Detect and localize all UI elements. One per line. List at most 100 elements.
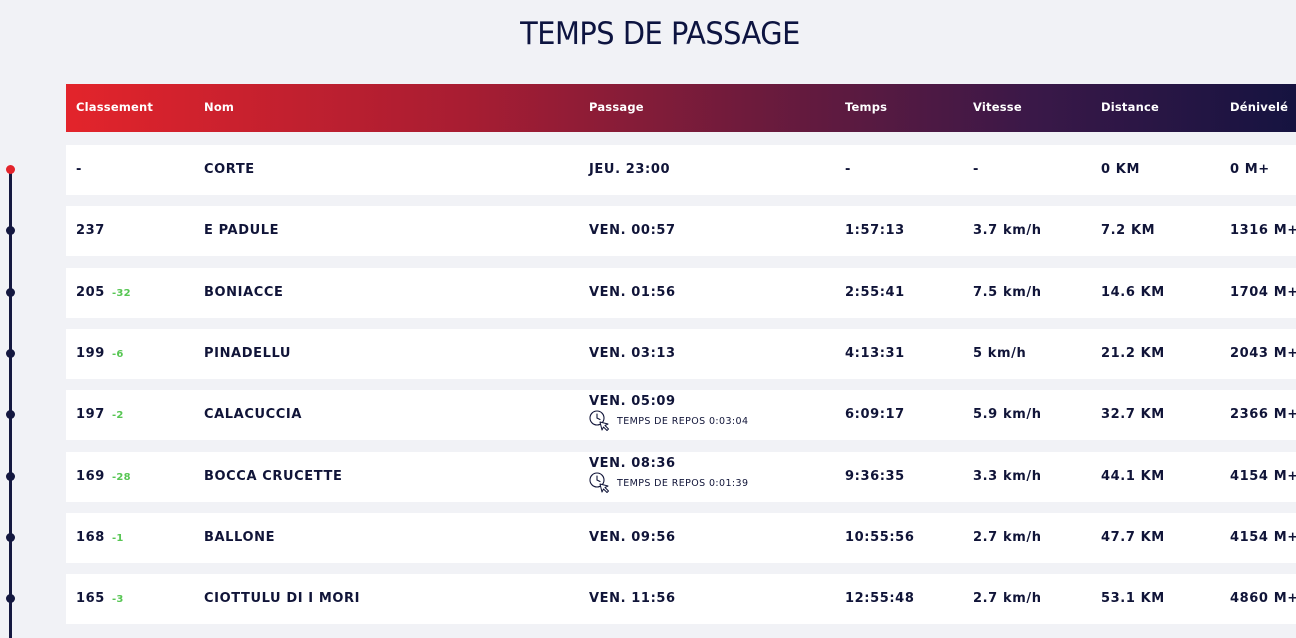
elapsed-time: 9:36:35 [845, 469, 905, 484]
rank-delta: -28 [111, 472, 131, 483]
distance-value: 21.2 KM [1101, 346, 1165, 361]
timeline-line [9, 168, 12, 638]
rank-cell: 197 -2 [76, 407, 124, 422]
checkpoint-name[interactable]: PINADELLU [204, 346, 292, 361]
rank-cell: 205 -32 [76, 285, 131, 300]
timeline-dot [6, 410, 15, 419]
checkpoint-name[interactable]: BALLONE [204, 530, 276, 545]
elapsed-time: 12:55:48 [845, 591, 915, 606]
elapsed-time: 10:55:56 [845, 530, 915, 545]
elevation-value: 4154 M+ [1230, 530, 1296, 545]
rank-delta: -1 [111, 533, 124, 544]
table-row[interactable]: 165 -3 CIOTTULU DI I MORI VEN. 11:56 12:55:4… [66, 574, 1296, 624]
checkpoint-name[interactable]: BONIACCE [204, 285, 284, 300]
table-header: Classement Nom Passage Temps Vitesse Dis… [66, 84, 1296, 132]
rest-time-label: TEMPS DE REPOS 0:01:39 [617, 477, 749, 489]
speed-value: 3.7 km/h [973, 223, 1042, 238]
table-row[interactable]: 237 E PADULE VEN. 00:57 1:57:13 3.7 km/h 7.2 … [66, 206, 1296, 256]
checkpoint-name[interactable]: CIOTTULU DI I MORI [204, 591, 361, 606]
elevation-value: 1316 M+ [1230, 223, 1296, 238]
distance-value: 53.1 KM [1101, 591, 1165, 606]
distance-value: 7.2 KM [1101, 223, 1156, 238]
speed-value: 5.9 km/h [973, 407, 1042, 422]
passage-time: VEN. 00:57 [589, 223, 676, 238]
speed-value: 2.7 km/h [973, 591, 1042, 606]
passage-time: VEN. 09:56 [589, 530, 676, 545]
rank-cell: 237 [76, 223, 105, 238]
rank-cell: - [76, 162, 82, 177]
distance-value: 32.7 KM [1101, 407, 1165, 422]
elevation-value: 2366 M+ [1230, 407, 1296, 422]
rest-info: TEMPS DE REPOS 0:01:39 [589, 472, 748, 494]
table-row[interactable]: - CORTE JEU. 23:00 - - 0 KM 0 M+ [66, 145, 1296, 195]
speed-value: 3.3 km/h [973, 469, 1042, 484]
elevation-value: 2043 M+ [1230, 346, 1296, 361]
speed-value: 5 km/h [973, 346, 1027, 361]
elapsed-time: 1:57:13 [845, 223, 905, 238]
passage-time: VEN. 11:56 [589, 591, 676, 606]
passage-time: VEN. 08:36 [589, 456, 676, 471]
checkpoint-name[interactable]: CALACUCCIA [204, 407, 303, 422]
rank-value: - [76, 162, 82, 177]
rank-value: 169 [76, 469, 105, 484]
table-row[interactable]: 169 -28 BOCCA CRUCETTE VEN. 08:36 TEMPS DE R… [66, 452, 1296, 502]
timeline-dot [6, 349, 15, 358]
elapsed-time: - [845, 162, 851, 177]
passage-cell: VEN. 05:09 TEMPS DE REPOS 0:03:04 [589, 394, 748, 432]
rank-value: 205 [76, 285, 105, 300]
elapsed-time: 2:55:41 [845, 285, 905, 300]
rank-delta: -2 [111, 410, 124, 421]
checkpoint-name[interactable]: E PADULE [204, 223, 280, 238]
header-rank[interactable]: Classement [76, 100, 154, 114]
table-row[interactable]: 205 -32 BONIACCE VEN. 01:56 2:55:41 7.5 km/h 1… [66, 268, 1296, 318]
timeline-dot [6, 288, 15, 297]
header-distance[interactable]: Distance [1101, 100, 1159, 114]
header-speed[interactable]: Vitesse [973, 100, 1022, 114]
speed-value: 7.5 km/h [973, 285, 1042, 300]
rest-info: TEMPS DE REPOS 0:03:04 [589, 410, 748, 432]
passage-time: VEN. 05:09 [589, 394, 676, 409]
rest-time-icon [589, 472, 611, 494]
rank-cell: 168 -1 [76, 530, 124, 545]
checkpoint-name[interactable]: CORTE [204, 162, 255, 177]
distance-value: 44.1 KM [1101, 469, 1165, 484]
rest-time-icon [589, 410, 611, 432]
timeline-dot [6, 472, 15, 481]
rank-cell: 199 -6 [76, 346, 124, 361]
rank-value: 237 [76, 223, 105, 238]
rank-value: 165 [76, 591, 105, 606]
distance-value: 14.6 KM [1101, 285, 1165, 300]
speed-value: - [973, 162, 979, 177]
elevation-value: 4154 M+ [1230, 469, 1296, 484]
passage-time: VEN. 01:56 [589, 285, 676, 300]
elapsed-time: 6:09:17 [845, 407, 905, 422]
header-elevation[interactable]: Dénivelé [1230, 100, 1289, 114]
rank-delta: -32 [111, 288, 131, 299]
passage-time: JEU. 23:00 [589, 162, 671, 177]
rank-cell: 165 -3 [76, 591, 124, 606]
rank-value: 168 [76, 530, 105, 545]
rest-time-label: TEMPS DE REPOS 0:03:04 [617, 415, 749, 427]
checkpoint-name[interactable]: BOCCA CRUCETTE [204, 469, 343, 484]
page-title: TEMPS DE PASSAGE [520, 16, 800, 52]
passage-time: VEN. 03:13 [589, 346, 676, 361]
elapsed-time: 4:13:31 [845, 346, 905, 361]
rank-delta: -6 [111, 349, 124, 360]
timeline-dot [6, 226, 15, 235]
rank-value: 197 [76, 407, 105, 422]
speed-value: 2.7 km/h [973, 530, 1042, 545]
elevation-value: 0 M+ [1230, 162, 1270, 177]
header-passage[interactable]: Passage [589, 100, 644, 114]
elevation-value: 4860 M+ [1230, 591, 1296, 606]
timeline-dot [6, 533, 15, 542]
table-row[interactable]: 168 -1 BALLONE VEN. 09:56 10:55:56 2.7 km/h 47… [66, 513, 1296, 563]
rank-delta: -3 [111, 594, 124, 605]
header-name[interactable]: Nom [204, 100, 235, 114]
timeline-dot [6, 165, 15, 174]
elevation-value: 1704 M+ [1230, 285, 1296, 300]
header-time[interactable]: Temps [845, 100, 888, 114]
timeline-dot [6, 594, 15, 603]
table-row[interactable]: 197 -2 CALACUCCIA VEN. 05:09 TEMPS DE REPOS … [66, 390, 1296, 440]
distance-value: 0 KM [1101, 162, 1140, 177]
table-row[interactable]: 199 -6 PINADELLU VEN. 03:13 4:13:31 5 km/h 21.… [66, 329, 1296, 379]
